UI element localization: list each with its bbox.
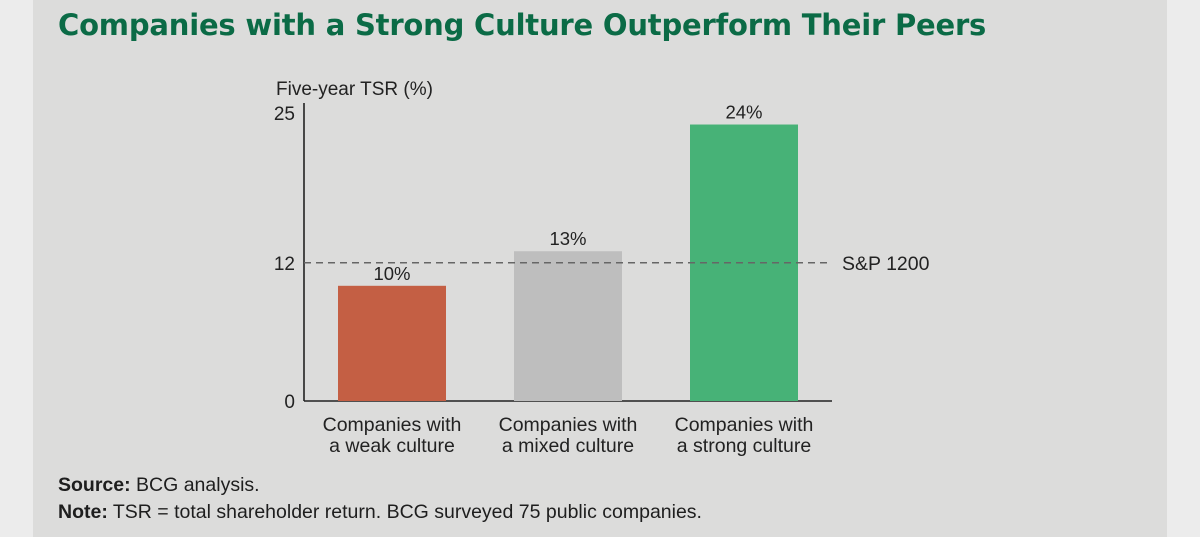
category-label: Companies with [499, 414, 638, 436]
data-label: 24% [725, 102, 762, 123]
note-label: Note: [58, 501, 108, 523]
y-tick-label: 12 [274, 254, 295, 275]
bar [338, 285, 446, 401]
source-note: Source: BCG analysis. [58, 472, 702, 499]
source-label: Source: [58, 474, 131, 496]
category-label: Companies with [323, 414, 462, 436]
category-label: a weak culture [329, 435, 455, 457]
category-label: a mixed culture [502, 435, 634, 457]
bar [690, 124, 798, 402]
note-text: TSR = total shareholder return. BCG surv… [107, 501, 702, 523]
footnotes: Source: BCG analysis. Note: TSR = total … [58, 472, 702, 526]
y-axis-label: Five-year TSR (%) [276, 79, 433, 100]
category-label: Companies with [675, 414, 814, 436]
y-tick-label: 0 [284, 392, 295, 413]
data-label: 10% [373, 263, 410, 284]
source-text: BCG analysis. [130, 474, 260, 496]
data-label: 13% [549, 228, 586, 249]
y-tick-label: 25 [274, 104, 295, 125]
chart-title: Companies with a Strong Culture Outperfo… [58, 8, 987, 42]
reference-line-label: S&P 1200 [842, 253, 930, 275]
category-label: a strong culture [677, 435, 811, 457]
note-line: Note: TSR = total shareholder return. BC… [58, 499, 702, 526]
bar [514, 251, 622, 401]
